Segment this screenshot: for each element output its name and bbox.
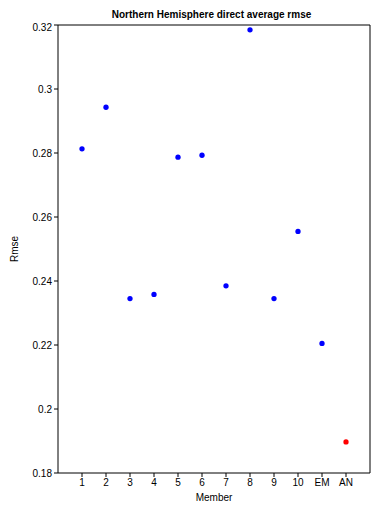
svg-text:EM: EM	[315, 477, 330, 488]
svg-text:AN: AN	[339, 477, 353, 488]
svg-text:1: 1	[79, 477, 85, 488]
svg-text:9: 9	[271, 477, 277, 488]
svg-text:3: 3	[127, 477, 133, 488]
svg-text:8: 8	[247, 477, 253, 488]
html-text:Northern Hemisphere direct ave: Northern Hemisphere direct average rmse	[111, 9, 312, 20]
svg-text:0.24: 0.24	[33, 276, 53, 287]
svg-text:7: 7	[223, 477, 229, 488]
svg-text:10: 10	[292, 477, 304, 488]
svg-text:0.28: 0.28	[33, 148, 53, 159]
svg-text:6: 6	[199, 477, 205, 488]
svg-text:0.22: 0.22	[33, 340, 53, 351]
svg-text:0.2: 0.2	[38, 404, 52, 415]
svg-text:0.18: 0.18	[33, 468, 53, 479]
svg-text:0.26: 0.26	[33, 212, 53, 223]
svg-text:2: 2	[103, 477, 109, 488]
svg-text:0.32: 0.32	[33, 22, 53, 33]
svg-text:Member: Member	[196, 492, 233, 503]
svg-text:5: 5	[175, 477, 181, 488]
svg-text:4: 4	[151, 477, 157, 488]
svg-text:Rmse: Rmse	[9, 236, 20, 263]
svg-text:0.3: 0.3	[38, 84, 52, 95]
